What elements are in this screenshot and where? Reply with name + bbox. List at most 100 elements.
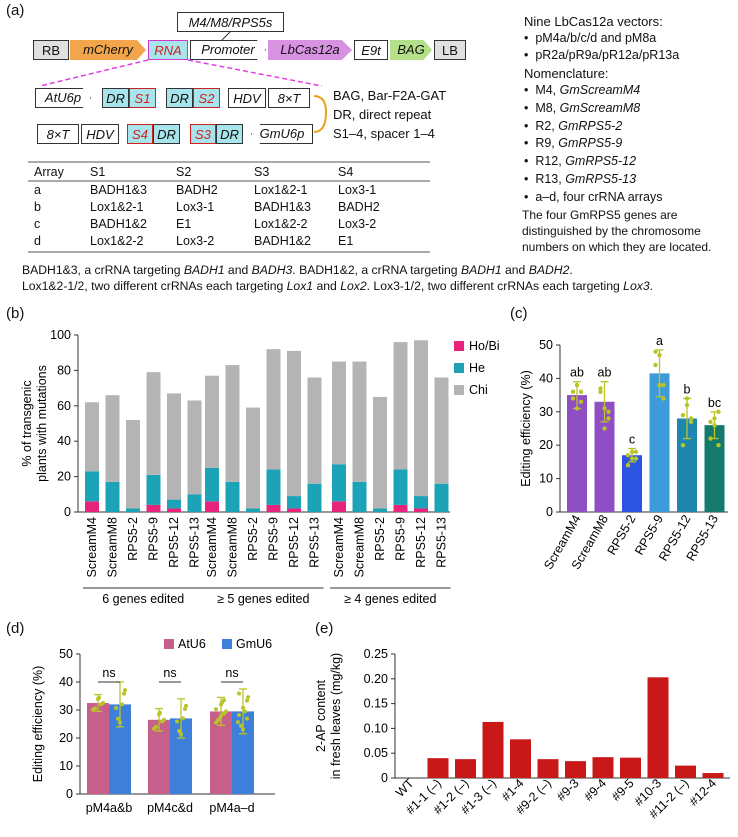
nomen-gene: GmRPS5-12 [565,154,637,169]
array-table-cell: E1 [176,217,192,231]
letter-c: bc [708,396,721,410]
bar-b-Chi [187,400,202,495]
array2-gmu6p: GmU6p [251,124,313,144]
bar-e [565,761,586,778]
point-d [118,720,122,725]
point-d [101,701,105,705]
bar-b-Chi [126,419,140,509]
xtick-label-d: pM4a–d [209,801,254,815]
point-d [184,703,188,708]
xtick-label-b: ScreamM4 [205,517,219,577]
nomen-gene: GmRPS5-9 [558,136,623,151]
ytick-label-d: 40 [59,675,73,689]
point-c [633,449,639,455]
bar-d-AtU6 [210,711,232,794]
caption-line-1: BADH1&3, a crRNA targeting BADH1 and BAD… [22,263,573,277]
array2-hdv: HDV [81,124,119,144]
point-c [574,406,580,411]
array-table-cell: BADH2 [338,200,380,214]
point-c [688,419,694,425]
ytick-label-b: 20 [57,470,71,484]
bar-e [427,758,449,778]
bar-b-He [246,508,260,512]
array-table-cell: a [34,183,41,197]
array1-dr-2: DR [166,88,193,108]
ytick-label-e: 0.05 [364,746,388,760]
point-d [181,716,185,721]
point-c [602,426,607,431]
array-table-cell: BADH1&2 [90,217,147,231]
array2-s3: S3 [190,124,216,144]
legend-label-b: He [469,361,485,375]
bar-b-He [414,496,428,509]
bar-b-Chi [434,377,449,484]
ytick-label-b: 60 [57,399,71,413]
bar-b-Chi [246,407,260,509]
array-table-lines [28,161,430,253]
xtick-label-e: #9-3 [554,776,582,804]
foot-1: The four GmRPS5 genes are [522,208,678,222]
point-d [154,724,158,729]
last-bullet-text: a–d, four crRNA arrays [535,190,663,204]
chart-e: 0 0.05 0.10 0.15 0.20 0.25 2-AP contentin fres… [314,647,730,821]
xtick-label-b: ScreamM4 [85,517,99,577]
ytick-label-e: 0.10 [364,721,388,735]
bar-b-He [307,483,322,512]
letter-c: ab [570,366,584,380]
bar-b-Chi [205,375,219,468]
nomen-item: • M4, GmScreamM4 [524,83,641,97]
foot-2: distinguished by the chromosome [522,224,701,238]
ytick-label-c: 50 [539,338,553,352]
array1-s2: S2 [193,88,220,108]
point-c [688,416,694,421]
point-d [245,698,249,703]
bar-b-He [434,483,449,512]
ytick-label-d: 0 [66,787,73,801]
point-d [114,705,118,710]
bar-b-Chi [393,342,408,470]
array-table-cell: Lox3-1 [176,200,215,214]
construct-connectors [39,31,328,133]
bar-b-He [167,499,181,509]
array1-hdv: HDV [228,88,266,108]
point-d [183,706,187,711]
array-table-cell: E1 [338,234,354,248]
point-c [598,389,603,394]
xtick-label-e: #9-4 [582,776,610,804]
bar-d-GmU6 [170,718,192,794]
bar-b-Ho/Bi [146,504,161,512]
ylabel-d: Editing efficiency (%) [31,666,45,783]
bar-b-Chi [307,377,322,484]
bar-b-He [352,481,367,512]
bar-b-Ho/Bi [414,508,428,512]
bar-b-Chi [167,393,181,500]
bar-b-Ho/Bi [266,504,281,512]
array-table-header: S1 [90,165,106,179]
point-c [684,402,690,408]
ytick-label-b: 40 [57,434,71,448]
point-c [570,389,576,394]
point-d [97,695,101,700]
ylabel-e: 2-AP contentin fresh leaves (mg/kg) [314,653,343,779]
element-bag: BAG [390,40,432,60]
array1-dr-1: DR [102,88,129,108]
point-d [122,691,126,696]
element-rna: RNA [148,40,188,60]
bar-d-GmU6 [109,704,131,794]
legend-swatch-b [454,341,464,351]
bar-b-He [332,464,346,502]
array-table-cell: Lox3-2 [338,217,377,231]
vectors-line-1: • pM4a/b/c/d and pM8a [524,31,657,45]
xtick-label-b: RPS5-2 [126,517,140,561]
array-table-cell: BADH1&3 [254,200,311,214]
nomen-item: • R12, GmRPS5-12 [524,154,637,169]
point-c [680,443,686,448]
bar-b-Chi [266,349,281,470]
xtick-label-b: RPS5-9 [267,517,281,561]
xtick-label-b: ScreamM8 [106,517,120,577]
xtick-label-d: pM4c&d [147,801,193,815]
array-table-cell: Lox3-2 [176,234,215,248]
bar-b-Ho/Bi [393,504,408,512]
vectors-line-1-text: pM4a/b/c/d and pM8a [535,31,657,45]
legend-label-d: AtU6 [178,637,206,651]
